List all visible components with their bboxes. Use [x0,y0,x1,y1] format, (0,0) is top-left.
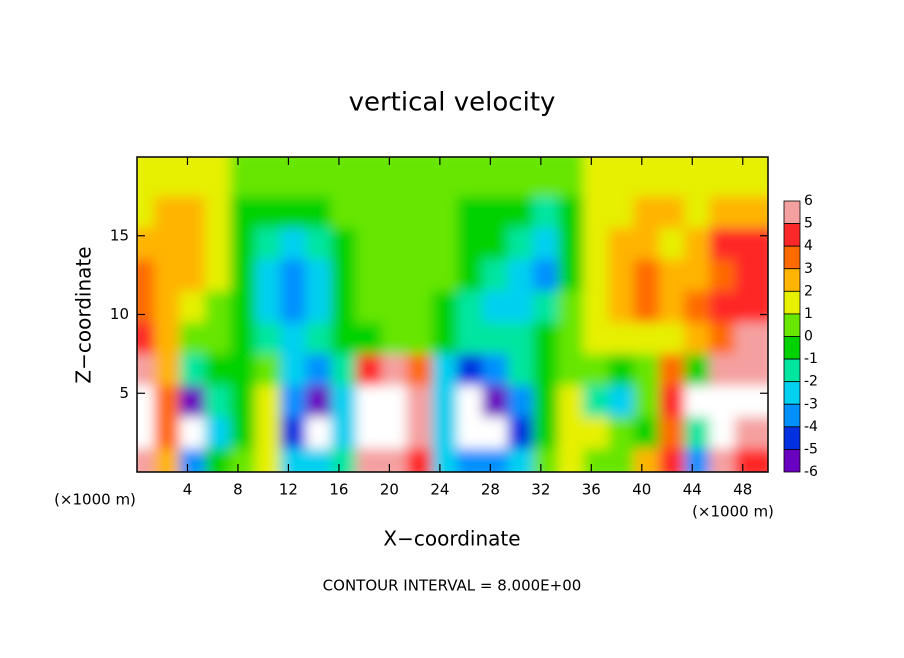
x-tick-label: 20 [380,481,399,499]
colorbar-label: -4 [804,419,818,435]
colorbar-box [783,358,801,383]
y-tick-label: 5 [119,384,129,402]
colorbar-box [783,313,801,337]
colorbar-box [783,381,801,405]
y-tick-label: 10 [110,305,129,323]
colorbar-label: -2 [804,374,818,390]
x-tick-label: 12 [279,481,298,499]
colorbar-label: 2 [804,283,813,299]
colorbar-label: 6 [804,193,813,209]
colorbar-label: -6 [804,464,818,480]
field-layer [137,157,768,472]
colorbar-box [783,449,801,473]
colorbar-label: 5 [804,216,813,232]
colorbar: 6 5 4 3 2 1 0 -1 -2 -3 -4 -5 -6 [783,193,818,480]
x-tick-label: 40 [632,481,651,499]
field-cell [734,157,768,197]
x-tick-label: 32 [531,481,550,499]
colorbar-box [783,290,801,315]
colorbar-label: 0 [804,329,813,345]
colorbar-box [783,200,801,224]
x-unit-label: (×1000 m) [692,503,774,521]
y-axis-label: Z−coordinate [72,246,96,383]
colorbar-label: -1 [804,351,818,367]
x-tick-label: 48 [733,481,752,499]
field [137,157,768,472]
colorbar-box [783,245,801,270]
y-tick-label: 15 [110,226,129,244]
x-tick-label: 4 [183,481,193,499]
colorbar-box [783,403,801,428]
colorbar-label: 3 [804,261,813,277]
colorbar-label: -3 [804,396,818,412]
colorbar-label: 4 [804,238,813,254]
y-unit-label: (×1000 m) [54,491,136,509]
chart-title: vertical velocity [349,88,556,118]
colorbar-label: -5 [804,441,818,457]
x-tick-label: 36 [582,481,601,499]
x-tick-label: 28 [481,481,500,499]
colorbar-box [783,426,801,450]
colorbar-box [783,336,801,360]
x-tick-label: 44 [683,481,702,499]
x-axis-label: X−coordinate [383,527,520,551]
colorbar-box [783,223,801,247]
x-tick-label: 8 [233,481,243,499]
colorbar-box [783,268,801,292]
colorbar-label: 1 [804,306,813,322]
x-tick-label: 24 [430,481,449,499]
x-tick-label: 16 [329,481,348,499]
footer-note: CONTOUR INTERVAL = 8.000E+00 [323,577,582,595]
